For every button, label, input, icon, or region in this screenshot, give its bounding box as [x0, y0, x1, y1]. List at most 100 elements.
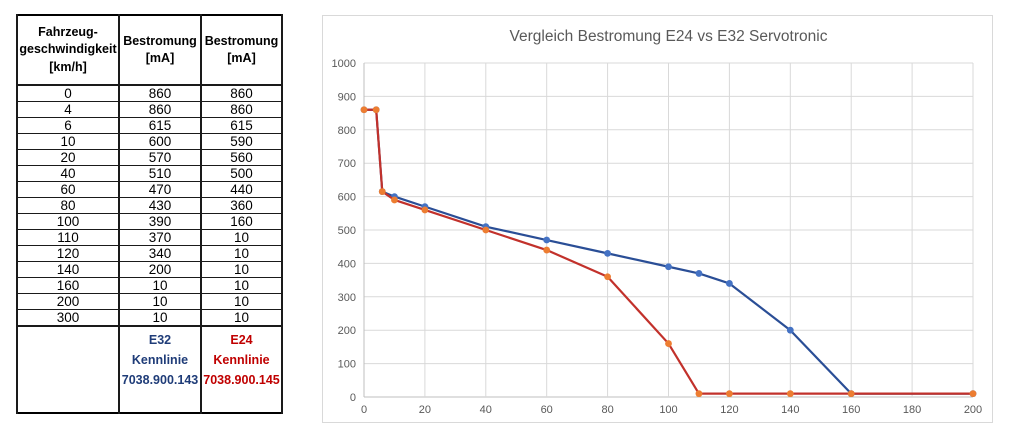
y-tick-label: 700	[338, 158, 356, 170]
data-point-marker	[695, 390, 703, 398]
table-row: 10 600 590	[16, 133, 283, 150]
col-header-e24-current: Bestromung [mA]	[200, 14, 283, 86]
table-header-row: Fahrzeug- geschwindigkeit [km/h] Bestrom…	[16, 14, 283, 86]
table-cell: 360	[200, 197, 283, 214]
data-point-marker	[482, 226, 490, 234]
data-point-marker	[969, 390, 977, 398]
y-tick-label: 300	[338, 292, 356, 304]
y-tick-label: 0	[350, 392, 356, 404]
table-footer-row: E32 Kennlinie 7038.900.143 E24 Kennlinie…	[16, 325, 283, 414]
data-point-marker	[665, 263, 672, 271]
chart-container: Vergleich Bestromung E24 vs E32 Servotro…	[322, 15, 993, 423]
data-point-marker	[604, 249, 611, 257]
table-cell: 0	[16, 84, 120, 102]
table-cell: 510	[118, 165, 202, 182]
table-body: 0 860 860 4 860 860 6 615 615 10 600 590 20 570 560 40 5…	[16, 84, 283, 327]
table-cell: 10	[118, 277, 202, 294]
table-row: 100 390 160	[16, 213, 283, 230]
data-point-marker	[372, 106, 380, 114]
table-cell: 615	[118, 117, 202, 134]
table-cell: 860	[200, 101, 283, 118]
table-cell: 430	[118, 197, 202, 214]
y-tick-label: 800	[338, 125, 356, 137]
y-tick-label: 1000	[332, 58, 356, 70]
table-row: 120 340 10	[16, 245, 283, 262]
table-row: 6 615 615	[16, 117, 283, 134]
table-cell: 20	[16, 149, 120, 166]
table-row: 110 370 10	[16, 229, 283, 246]
table-cell: 590	[200, 133, 283, 150]
table-cell: 300	[16, 309, 120, 327]
footer-e24-label: E24 Kennlinie 7038.900.145	[200, 325, 283, 414]
data-point-marker	[543, 236, 551, 244]
table-row: 300 10 10	[16, 309, 283, 327]
table-cell: 860	[118, 84, 202, 102]
data-point-marker	[421, 206, 429, 214]
table-cell: 615	[200, 117, 283, 134]
y-tick-label: 400	[338, 258, 356, 270]
data-point-marker	[604, 273, 611, 281]
x-tick-label: 60	[541, 404, 553, 416]
x-tick-label: 180	[903, 404, 921, 416]
table-cell: 10	[200, 293, 283, 310]
table-cell: 4	[16, 101, 120, 118]
data-point-marker	[543, 246, 551, 254]
table-cell: 10	[200, 229, 283, 246]
table-cell: 60	[16, 181, 120, 198]
table-cell: 10	[200, 309, 283, 327]
col-header-e32-current: Bestromung [mA]	[118, 14, 202, 86]
table-cell: 40	[16, 165, 120, 182]
x-tick-label: 160	[842, 404, 860, 416]
table-cell: 370	[118, 229, 202, 246]
y-tick-label: 600	[338, 192, 356, 204]
footer-e32-label: E32 Kennlinie 7038.900.143	[118, 325, 202, 414]
table-cell: 500	[200, 165, 283, 182]
footer-empty-cell	[16, 325, 120, 414]
table-cell: 80	[16, 197, 120, 214]
data-point-marker	[665, 340, 672, 347]
table-cell: 860	[200, 84, 283, 102]
chart-svg: 0 100 200 300 400 500 600 700 800 900 1000 0 20 40 60 8…	[332, 58, 983, 416]
table-cell: 100	[16, 213, 120, 230]
table-cell: 340	[118, 245, 202, 262]
table-cell: 570	[118, 149, 202, 166]
table-row: 140 200 10	[16, 261, 283, 278]
y-tick-label: 200	[338, 325, 356, 337]
x-tick-label: 40	[480, 404, 492, 416]
x-tick-label: 100	[659, 404, 677, 416]
table-cell: 470	[118, 181, 202, 198]
table-row: 80 430 360	[16, 197, 283, 214]
col-header-speed: Fahrzeug- geschwindigkeit [km/h]	[16, 14, 120, 86]
table-cell: 120	[16, 245, 120, 262]
y-tick-label: 500	[338, 225, 356, 237]
chart-title: Vergleich Bestromung E24 vs E32 Servotro…	[509, 28, 828, 45]
table-cell: 140	[16, 261, 120, 278]
table-cell: 440	[200, 181, 283, 198]
data-point-marker	[786, 326, 794, 334]
table-cell: 160	[200, 213, 283, 230]
table-cell: 390	[118, 213, 202, 230]
speed-current-table: Fahrzeug- geschwindigkeit [km/h] Bestrom…	[16, 14, 283, 414]
table-row: 200 10 10	[16, 293, 283, 310]
data-table-wrap: Fahrzeug- geschwindigkeit [km/h] Bestrom…	[16, 14, 283, 414]
table-cell: 600	[118, 133, 202, 150]
data-point-marker	[360, 106, 368, 114]
table-cell: 10	[118, 309, 202, 327]
table-cell: 560	[200, 149, 283, 166]
data-point-marker	[378, 188, 386, 195]
x-tick-label: 80	[601, 404, 613, 416]
table-cell: 160	[16, 277, 120, 294]
x-tick-label: 0	[361, 404, 367, 416]
x-tick-label: 200	[964, 404, 982, 416]
x-tick-label: 20	[419, 404, 431, 416]
y-tick-label: 100	[338, 359, 356, 371]
y-tick-label: 900	[338, 91, 356, 103]
table-cell: 10	[200, 277, 283, 294]
data-point-marker	[786, 390, 794, 398]
table-cell: 860	[118, 101, 202, 118]
table-row: 4 860 860	[16, 101, 283, 118]
table-cell: 10	[200, 245, 283, 262]
table-row: 60 470 440	[16, 181, 283, 198]
data-point-marker	[391, 196, 398, 204]
